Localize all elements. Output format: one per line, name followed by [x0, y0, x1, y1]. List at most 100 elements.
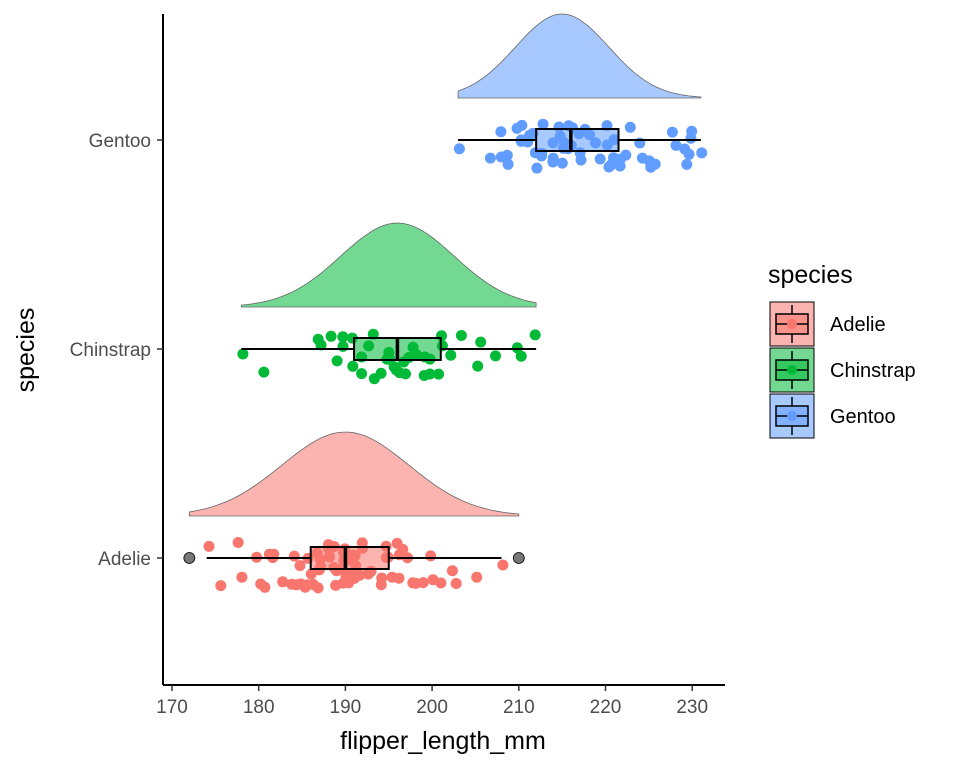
y-axis-title: species [12, 308, 40, 393]
chinstrap-point [356, 368, 368, 380]
adelie-point [446, 565, 458, 577]
gentoo-point [547, 156, 559, 168]
gentoo-point [605, 159, 617, 171]
gentoo-point [614, 160, 626, 172]
chinstrap-point [400, 368, 411, 380]
adelie-point [268, 548, 280, 560]
legend-title: species [768, 261, 853, 289]
gentoo-point [594, 153, 606, 165]
gentoo-point [495, 126, 507, 138]
chinstrap-point [331, 355, 343, 367]
chinstrap-point [424, 368, 436, 380]
x-tick-label: 220 [590, 697, 622, 718]
gentoo-point [484, 152, 496, 164]
chinstrap-point [337, 340, 349, 352]
gentoo-density-cloud [457, 13, 702, 99]
chinstrap-point [375, 367, 387, 379]
gentoo-point [620, 149, 632, 161]
chinstrap-point [367, 328, 379, 340]
adelie-box [309, 546, 390, 570]
legend-key-adelie-point [787, 319, 797, 329]
gentoo-point [453, 143, 465, 155]
y-tick-label: Adelie [98, 549, 151, 570]
chinstrap-point [325, 330, 337, 342]
gentoo-point [681, 158, 693, 170]
chinstrap-density-cloud [240, 222, 537, 308]
chinstrap-point [515, 350, 527, 362]
adelie-point [497, 559, 509, 571]
adelie-point [471, 571, 483, 583]
adelie-point [203, 540, 215, 552]
chinstrap-point [490, 350, 501, 362]
x-tick-label: 190 [330, 697, 362, 718]
x-axis-title: flipper_length_mm [340, 727, 546, 755]
gentoo-point [556, 157, 568, 169]
gentoo-point [696, 147, 708, 159]
adelie-point [288, 550, 300, 562]
legend-key-gentoo-point [787, 411, 797, 421]
adelie-point [435, 577, 447, 589]
chinstrap-point [529, 329, 541, 341]
adelie-point [259, 581, 271, 593]
gentoo-box [535, 128, 620, 152]
adelie-point [312, 582, 324, 594]
adelie-point [354, 569, 366, 581]
adelie-point [232, 537, 244, 548]
adelie-point [450, 578, 462, 589]
adelie-point [375, 579, 387, 591]
adelie-point [236, 571, 248, 583]
adelie-point [417, 577, 429, 589]
axes: 170 180 190 200 210 220 230 Adelie Chinstrap Gent… [70, 14, 725, 718]
chinstrap-point [475, 336, 487, 348]
adelie-point [362, 568, 374, 580]
y-tick-label: Gentoo [89, 131, 151, 152]
gentoo-point [537, 118, 549, 130]
chinstrap-point [237, 348, 249, 360]
legend-label-chinstrap: Chinstrap [830, 360, 916, 382]
x-tick-label: 180 [243, 697, 275, 718]
gentoo-point [516, 119, 528, 131]
chinstrap-point [455, 330, 467, 341]
adelie-point [215, 580, 227, 592]
adelie-point [356, 537, 368, 549]
chinstrap-point [445, 349, 457, 361]
chinstrap-point [258, 366, 270, 378]
adelie-outlier [512, 552, 525, 564]
adelie-point [277, 576, 289, 588]
legend-key-chinstrap-point [787, 365, 797, 375]
gentoo-point [501, 149, 513, 161]
x-tick-label: 230 [676, 697, 708, 718]
chinstrap-point [472, 360, 484, 372]
y-tick-label: Chinstrap [70, 340, 151, 361]
chinstrap-point [315, 339, 327, 351]
x-tick-label: 200 [416, 697, 448, 718]
adelie-point [407, 577, 419, 589]
legend-label-adelie: Adelie [830, 314, 886, 336]
adelie-outlier [183, 552, 196, 564]
chinstrap-point [433, 368, 445, 380]
gentoo-point [531, 162, 543, 174]
gentoo-point [683, 148, 695, 160]
chinstrap-point [347, 360, 359, 372]
gentoo-point [686, 125, 698, 137]
adelie-point [294, 560, 306, 572]
gentoo-point [666, 126, 678, 138]
adelie-point [397, 543, 409, 555]
plot-area [183, 13, 708, 594]
gentoo-point [536, 150, 547, 162]
adelie-point [393, 572, 405, 584]
legend: species Adelie Chinstrap Gentoo [768, 261, 916, 439]
x-tick-label: 210 [503, 697, 535, 718]
adelie-density-cloud [188, 431, 520, 517]
legend-label-gentoo: Gentoo [830, 406, 896, 428]
gentoo-point [624, 121, 636, 133]
gentoo-point [670, 139, 682, 151]
gentoo-point [649, 158, 661, 170]
chinstrap-point [337, 331, 349, 343]
x-tick-label: 170 [156, 697, 188, 718]
adelie-point [305, 568, 317, 580]
adelie-point [425, 550, 437, 562]
gentoo-point [502, 158, 514, 170]
chinstrap-point [511, 342, 523, 354]
